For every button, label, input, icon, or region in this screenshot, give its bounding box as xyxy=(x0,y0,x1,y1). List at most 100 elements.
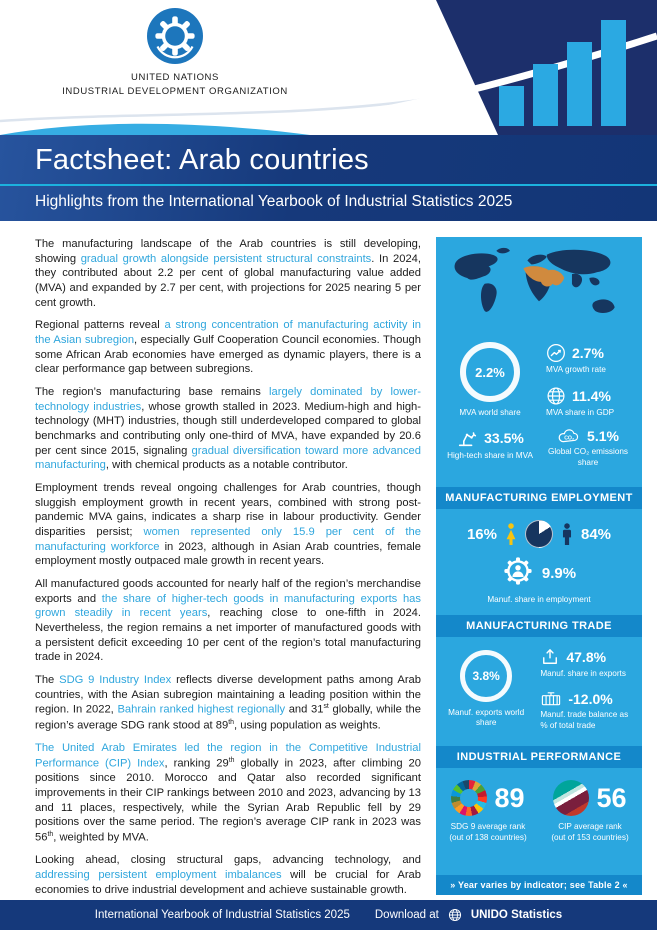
highlight-text: largely dominated by lower-technology in… xyxy=(35,386,421,413)
stat-label: MVA share in GDP xyxy=(546,407,615,417)
org-name-line2: INDUSTRIAL DEVELOPMENT ORGANIZATION xyxy=(62,86,288,98)
cargo-container-icon xyxy=(540,690,562,708)
cip-badge-icon xyxy=(553,780,590,817)
text-segment: The manufacturing landscape of the Arab … xyxy=(35,238,421,265)
female-share-value: 16% xyxy=(466,525,497,543)
paragraph: Looking ahead, closing structural gaps, … xyxy=(35,853,421,897)
stat-value: -12.0% xyxy=(568,690,613,707)
text-segment: . In 2024, they contributed about 2.2 pe… xyxy=(35,252,421,309)
key-indicators: 2.2% MVA world share xyxy=(436,336,642,478)
text-segment: globally, while the region’s average SDG… xyxy=(35,704,421,732)
paragraph: All manufactured goods accounted for nea… xyxy=(35,577,421,665)
main-content: The manufacturing landscape of the Arab … xyxy=(0,221,657,897)
section-header-trade: MANUFACTURING TRADE xyxy=(436,615,642,638)
footer-link[interactable]: UNIDO Statistics xyxy=(470,909,563,921)
highlight-text: addressing persistent employment imbalan… xyxy=(35,869,282,882)
export-arrow-icon xyxy=(540,647,560,667)
stat-value: 9.9% xyxy=(541,565,577,583)
paragraph: Employment trends reveal ongoing challen… xyxy=(35,481,421,569)
paragraph: The SDG 9 Industry Index reflects divers… xyxy=(35,673,421,733)
employment-share-caption: Manuf. share in employment xyxy=(487,595,591,605)
text-segment: , using population as weights. xyxy=(234,719,381,732)
employment-gender-row: 16% 84% xyxy=(436,509,642,551)
stat-label: MVA world share xyxy=(459,408,521,418)
footer-download-label: Download at xyxy=(374,909,439,921)
article-paragraphs: The manufacturing landscape of the Arab … xyxy=(35,237,421,897)
text-segment: Regional patterns reveal xyxy=(35,319,165,332)
stat-value: 3.8% xyxy=(472,668,500,683)
highlight-text: Bahrain ranked highest regionally xyxy=(117,704,286,717)
page-subtitle: Highlights from the International Yearbo… xyxy=(35,193,513,210)
text-segment: , whose growth stalled in 2023. Medium-h… xyxy=(35,400,421,457)
text-segment: The region’s manufacturing base remains xyxy=(35,386,270,399)
highlight-text: The United Arab Emirates led the region … xyxy=(35,742,421,770)
employment-pie-chart xyxy=(525,520,553,549)
stat-high-tech: 33.5% High-tech share in MVA xyxy=(442,427,538,468)
footer: International Yearbook of Industrial Sta… xyxy=(0,900,657,930)
text-segment: Looking ahead, closing structural gaps, … xyxy=(35,854,421,867)
sdg-wheel-icon xyxy=(451,780,488,817)
highlight-text: the share of higher-tech goods in manufa… xyxy=(35,592,422,620)
globe-icon xyxy=(448,908,462,922)
superscript-text: th xyxy=(228,718,234,726)
text-segment: in 2023, although in Asian Arab countrie… xyxy=(35,540,421,568)
superscript-text: th xyxy=(228,756,235,764)
title-banner: Factsheet: Arab countries Highlights fro… xyxy=(0,135,657,221)
stat-value: 2.7% xyxy=(572,344,604,361)
footer-title: International Yearbook of Industrial Sta… xyxy=(94,909,350,921)
panel-note: » Year varies by indicator; see Table 2 … xyxy=(436,875,642,895)
stat-value: 89 xyxy=(494,782,525,813)
growth-chart-icon xyxy=(546,343,566,363)
header: UNITED NATIONS INDUSTRIAL DEVELOPMENT OR… xyxy=(0,0,657,135)
paragraph: Regional patterns reveal a strong concen… xyxy=(35,318,421,377)
mva-world-share-donut: 2.2% xyxy=(460,342,520,403)
gear-worker-icon xyxy=(502,555,534,592)
stat-sdg-rank: 89 SDG 9 average rank (out of 138 countr… xyxy=(440,780,536,843)
stat-employment-share: 9.9% xyxy=(436,551,642,595)
org-name: UNITED NATIONS INDUSTRIAL DEVELOPMENT OR… xyxy=(55,71,295,100)
stat-value: 56 xyxy=(596,782,627,813)
stat-cip-rank: 56 CIP average rank (out of 153 countrie… xyxy=(542,780,638,843)
text-segment: , ranking 29 xyxy=(164,757,229,770)
stat-trade-balance: -12.0% Manuf. trade balance as % of tota… xyxy=(540,690,636,731)
paragraph: The United Arab Emirates led the region … xyxy=(35,741,421,845)
stat-exports-world-share: 3.8% Manuf. exports world share xyxy=(442,647,530,731)
paragraph: The manufacturing landscape of the Arab … xyxy=(35,237,421,310)
banner-accent-rule xyxy=(0,184,657,186)
text-segment: , with chemical products as a notable co… xyxy=(105,459,348,472)
stat-co2: CO₂ 5.1% Global CO₂ emissions share xyxy=(540,427,636,468)
exports-world-share-donut: 3.8% xyxy=(460,649,513,702)
stat-label: Global CO₂ emissions share xyxy=(547,446,629,467)
male-icon xyxy=(561,522,573,546)
unido-logo-block: UNITED NATIONS INDUSTRIAL DEVELOPMENT OR… xyxy=(55,8,295,100)
stat-label: Manuf. exports world share xyxy=(448,707,525,728)
highlight-text: a strong concentration of manufacturing … xyxy=(35,319,421,347)
stat-value: 11.4% xyxy=(572,387,611,404)
svg-text:CO₂: CO₂ xyxy=(564,435,575,441)
text-segment: , weighted by MVA. xyxy=(53,831,149,844)
infographic-panel: 2.2% MVA world share xyxy=(436,237,642,895)
stat-value: 47.8% xyxy=(566,649,607,666)
world-map-graphic xyxy=(454,247,615,313)
stat-value: 5.1% xyxy=(587,427,619,444)
world-map xyxy=(436,237,642,336)
section-header-employment: MANUFACTURING EMPLOYMENT xyxy=(436,487,642,510)
text-segment: , reaching close to one-fifth in 2024. N… xyxy=(35,607,421,664)
stat-mva-world-share: 2.2% MVA world share xyxy=(442,342,538,419)
robot-arm-icon xyxy=(456,427,478,449)
unido-emblem-icon xyxy=(147,8,203,64)
text-segment: Employment trends reveal ongoing challen… xyxy=(35,482,421,539)
stat-label: SDG 9 average rank xyxy=(450,822,526,832)
stat-share-in-exports: 47.8% Manuf. share in exports xyxy=(540,647,636,680)
highlight-text: gradual growth alongside persistent stru… xyxy=(80,252,372,265)
superscript-text: th xyxy=(47,831,54,839)
text-segment: All manufactured goods accounted for nea… xyxy=(35,578,421,605)
highlight-text: gradual diversification toward more adva… xyxy=(35,444,421,472)
stat-mva-growth: 2.7% MVA growth rate xyxy=(546,343,636,376)
stat-label: Manuf. share in exports xyxy=(540,669,626,679)
stat-sublabel: (out of 153 countries) xyxy=(551,832,629,842)
paragraph: The region’s manufacturing base remains … xyxy=(35,385,421,473)
section-header-performance: INDUSTRIAL PERFORMANCE xyxy=(436,746,642,769)
text-segment: reflects diverse development paths among… xyxy=(35,674,421,717)
